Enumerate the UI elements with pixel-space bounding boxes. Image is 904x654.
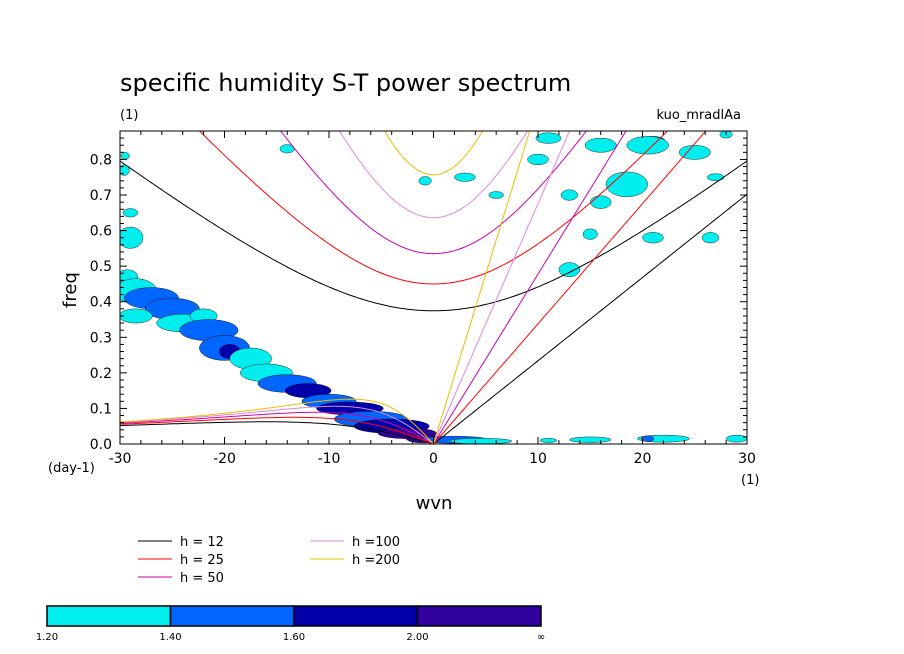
colorbar-label: 1.60 xyxy=(283,632,305,643)
power-patch xyxy=(678,145,711,160)
y-tick-label: 0.6 xyxy=(90,224,112,240)
power-patch xyxy=(560,189,578,201)
power-patch xyxy=(626,136,669,155)
power-patch xyxy=(701,232,719,244)
curve-ig-12 xyxy=(120,160,747,312)
dispersion-curve-layer xyxy=(120,131,747,444)
power-patch xyxy=(120,226,144,249)
power-patch xyxy=(527,153,549,165)
power-patch-layer xyxy=(120,131,747,444)
power-patch xyxy=(488,191,504,199)
power-patch xyxy=(725,434,747,443)
power-patch xyxy=(535,132,562,144)
power-patch xyxy=(642,232,664,244)
curve-ig-200 xyxy=(383,131,484,176)
colorbar-box xyxy=(169,605,295,627)
colorbar-label: 2.00 xyxy=(406,632,428,643)
power-patch xyxy=(605,171,648,198)
power-patch xyxy=(448,438,513,444)
legend: h = 12 h = 25 h = 50 h =100 h =200 xyxy=(138,535,400,586)
x-axis-label: wvn xyxy=(416,493,453,514)
x-tick-label: 20 xyxy=(634,451,652,467)
y-tick-label: 0.1 xyxy=(90,401,112,417)
y-tick-label: 0.7 xyxy=(90,188,112,204)
chart-subtitle-right: kuo_mradlAa xyxy=(656,108,741,123)
curve-kelvin-100 xyxy=(433,131,571,444)
y-tick-label: 0.0 xyxy=(90,437,112,453)
legend-label: h =100 xyxy=(352,535,400,550)
x-tick-label: -30 xyxy=(109,451,132,467)
y-axis: 0.0 0.1 0.2 0.3 0.4 0.5 0.6 0.7 0.8 xyxy=(90,137,747,453)
legend-label: h =200 xyxy=(352,553,400,568)
curve-ig-50 xyxy=(280,131,587,255)
curve-rossby-25 xyxy=(120,416,434,444)
x-axis: -30 -20 -10 0 10 20 30 xyxy=(109,131,756,467)
x-tick-label: 30 xyxy=(738,451,756,467)
chart-subtitle-left: (1) xyxy=(120,108,138,123)
power-patch xyxy=(641,435,655,442)
power-patch xyxy=(558,262,580,278)
power-patch xyxy=(120,308,153,324)
y-tick-label: 0.2 xyxy=(90,366,112,382)
colorbar-box xyxy=(46,605,172,627)
curve-ig-100 xyxy=(338,131,529,219)
x-tick-label: 10 xyxy=(529,451,547,467)
y-axis-label: freq xyxy=(60,272,81,308)
legend-label: h = 25 xyxy=(180,553,224,568)
curve-rossby-200 xyxy=(120,398,434,444)
power-patch xyxy=(707,173,725,181)
legend-label: h = 50 xyxy=(180,571,224,586)
curve-kelvin-12 xyxy=(433,193,747,444)
power-patch xyxy=(590,195,612,209)
x-axis-unit: (1) xyxy=(741,473,759,488)
curve-rossby-12 xyxy=(120,421,434,444)
x-tick-label: 0 xyxy=(429,451,438,467)
colorbar-box xyxy=(416,605,542,627)
power-patch xyxy=(418,176,432,186)
colorbar: 1.20 1.40 1.60 2.00 ∞ xyxy=(36,605,545,643)
curve-kelvin-50 xyxy=(433,131,627,444)
colorbar-label: 1.20 xyxy=(36,632,58,643)
legend-label: h = 12 xyxy=(180,535,224,550)
colorbar-label: ∞ xyxy=(537,632,545,643)
curve-kelvin-25 xyxy=(433,131,707,444)
power-patch xyxy=(584,137,617,153)
y-tick-label: 0.5 xyxy=(90,259,112,275)
colorbar-box xyxy=(293,605,419,627)
x-tick-label: -10 xyxy=(318,451,341,467)
power-patch xyxy=(120,152,130,160)
curve-rossby-100 xyxy=(120,405,434,444)
curve-ig-25 xyxy=(198,131,669,285)
power-patch xyxy=(569,436,612,443)
y-tick-label: 0.8 xyxy=(90,152,112,168)
x-tick-label: -20 xyxy=(213,451,236,467)
curve-rossby-50 xyxy=(120,411,434,444)
chart-title: specific humidity S-T power spectrum xyxy=(120,69,571,97)
power-patch xyxy=(122,208,138,218)
power-patch xyxy=(539,438,558,443)
y-axis-unit: (day-1) xyxy=(48,461,95,476)
y-tick-label: 0.3 xyxy=(90,330,112,346)
y-tick-label: 0.4 xyxy=(90,295,112,311)
power-patch xyxy=(582,228,598,240)
power-patch xyxy=(454,172,476,182)
plot-frame xyxy=(119,130,748,445)
colorbar-label: 1.40 xyxy=(159,632,181,643)
curve-kelvin-200 xyxy=(433,131,531,444)
power-patch xyxy=(120,164,130,176)
